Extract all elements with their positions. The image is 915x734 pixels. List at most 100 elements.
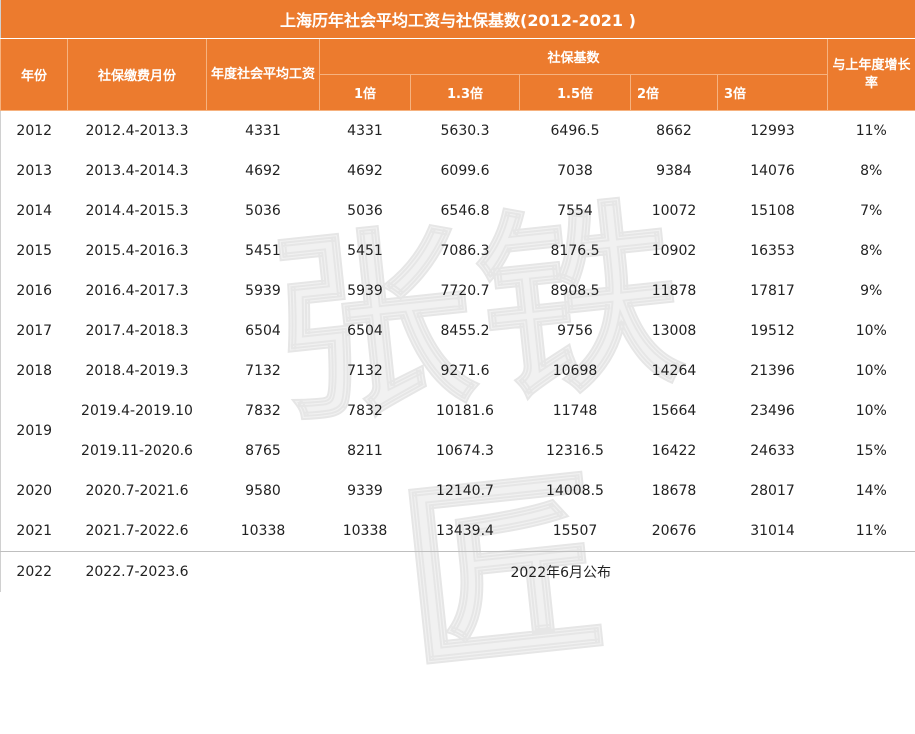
- cell-base-3x: 21396: [718, 351, 828, 391]
- cell-avg: 5939: [207, 271, 320, 311]
- cell-base-3x: 12993: [718, 111, 828, 152]
- cell-base-2x: 14264: [631, 351, 718, 391]
- cell-base-1x: 5451: [320, 231, 411, 271]
- cell-base-1-3x: 9271.6: [411, 351, 520, 391]
- cell-growth: 11%: [828, 111, 915, 152]
- cell-avg: 4331: [207, 111, 320, 152]
- cell-growth: 8%: [828, 231, 915, 271]
- cell-avg: 5451: [207, 231, 320, 271]
- cell-avg: 5036: [207, 191, 320, 231]
- cell-avg: 8765: [207, 431, 320, 471]
- cell-base-3x: 28017: [718, 471, 828, 511]
- cell-year: 2017: [1, 311, 68, 351]
- wage-table: 上海历年社会平均工资与社保基数(2012-2021 ) 年份 社保缴费月份 年度…: [0, 0, 915, 592]
- table-row: 2014 2014.4-2015.3 5036 5036 6546.8 7554…: [1, 191, 915, 231]
- cell-growth: 15%: [828, 431, 915, 471]
- cell-months: 2022.7-2023.6: [68, 552, 207, 593]
- header-row-1: 年份 社保缴费月份 年度社会平均工资 社保基数 与上年度增长率: [1, 39, 915, 75]
- cell-growth: 8%: [828, 151, 915, 191]
- cell-base-1-5x: 9756: [520, 311, 631, 351]
- cell-base-2x: 18678: [631, 471, 718, 511]
- cell-year: 2014: [1, 191, 68, 231]
- cell-base-2x: 9384: [631, 151, 718, 191]
- cell-base-1x: 8211: [320, 431, 411, 471]
- cell-base-1x: 4331: [320, 111, 411, 152]
- cell-base-1-3x: 10674.3: [411, 431, 520, 471]
- cell-year: 2018: [1, 351, 68, 391]
- cell-avg: 4692: [207, 151, 320, 191]
- cell-base-1-3x: 6546.8: [411, 191, 520, 231]
- cell-base-1-5x: 8908.5: [520, 271, 631, 311]
- cell-base-1x: 4692: [320, 151, 411, 191]
- cell-base-1-5x: 14008.5: [520, 471, 631, 511]
- cell-months: 2019.4-2019.10: [68, 391, 207, 431]
- cell-base-2x: 10902: [631, 231, 718, 271]
- cell-base-1-5x: 15507: [520, 511, 631, 552]
- cell-base-1-3x: 13439.4: [411, 511, 520, 552]
- cell-growth: 14%: [828, 471, 915, 511]
- cell-avg: 9580: [207, 471, 320, 511]
- cell-year: 2013: [1, 151, 68, 191]
- table-row: 2021 2021.7-2022.6 10338 10338 13439.4 1…: [1, 511, 915, 552]
- cell-base-3x: 31014: [718, 511, 828, 552]
- header-months: 社保缴费月份: [68, 39, 207, 111]
- cell-months: 2021.7-2022.6: [68, 511, 207, 552]
- table-row: 2013 2013.4-2014.3 4692 4692 6099.6 7038…: [1, 151, 915, 191]
- cell-months: 2020.7-2021.6: [68, 471, 207, 511]
- cell-base-1x: 5036: [320, 191, 411, 231]
- cell-base-2x: 11878: [631, 271, 718, 311]
- cell-year: 2019: [1, 391, 68, 471]
- cell-base-3x: 24633: [718, 431, 828, 471]
- cell-base-1x: 6504: [320, 311, 411, 351]
- cell-base-1x: 10338: [320, 511, 411, 552]
- cell-growth: 10%: [828, 311, 915, 351]
- cell-base-1-3x: 10181.6: [411, 391, 520, 431]
- header-year: 年份: [1, 39, 68, 111]
- table-row: 2019.11-2020.6 8765 8211 10674.3 12316.5…: [1, 431, 915, 471]
- cell-base-2x: 13008: [631, 311, 718, 351]
- table-row: 2017 2017.4-2018.3 6504 6504 8455.2 9756…: [1, 311, 915, 351]
- table-row: 2019 2019.4-2019.10 7832 7832 10181.6 11…: [1, 391, 915, 431]
- cell-base-1-3x: 8455.2: [411, 311, 520, 351]
- cell-growth: 10%: [828, 351, 915, 391]
- cell-base-1-5x: 11748: [520, 391, 631, 431]
- cell-months: 2015.4-2016.3: [68, 231, 207, 271]
- table-row: 2015 2015.4-2016.3 5451 5451 7086.3 8176…: [1, 231, 915, 271]
- cell-months: 2014.4-2015.3: [68, 191, 207, 231]
- cell-base-2x: 8662: [631, 111, 718, 152]
- cell-avg: 6504: [207, 311, 320, 351]
- cell-growth: 9%: [828, 271, 915, 311]
- cell-base-3x: 19512: [718, 311, 828, 351]
- cell-base-1x: 5939: [320, 271, 411, 311]
- table-row: 2012 2012.4-2013.3 4331 4331 5630.3 6496…: [1, 111, 915, 152]
- cell-base-3x: 23496: [718, 391, 828, 431]
- table-body: 2012 2012.4-2013.3 4331 4331 5630.3 6496…: [1, 111, 915, 593]
- cell-growth: 10%: [828, 391, 915, 431]
- cell-base-3x: 16353: [718, 231, 828, 271]
- cell-base-2x: 10072: [631, 191, 718, 231]
- header-avg-wage: 年度社会平均工资: [207, 39, 320, 111]
- header-base-1-5x: 1.5倍: [520, 75, 631, 111]
- cell-base-1-5x: 12316.5: [520, 431, 631, 471]
- table-row: 2018 2018.4-2019.3 7132 7132 9271.6 1069…: [1, 351, 915, 391]
- cell-year: 2015: [1, 231, 68, 271]
- cell-growth: 11%: [828, 511, 915, 552]
- cell-base-1-3x: 5630.3: [411, 111, 520, 152]
- cell-base-1x: 7132: [320, 351, 411, 391]
- cell-base-3x: 17817: [718, 271, 828, 311]
- cell-base-1-3x: 12140.7: [411, 471, 520, 511]
- cell-avg: 7832: [207, 391, 320, 431]
- cell-base-2x: 15664: [631, 391, 718, 431]
- cell-year: 2020: [1, 471, 68, 511]
- cell-base-2x: 20676: [631, 511, 718, 552]
- cell-growth: 7%: [828, 191, 915, 231]
- cell-base-1x: 9339: [320, 471, 411, 511]
- header-base-2x: 2倍: [631, 75, 718, 111]
- cell-base-2x: 16422: [631, 431, 718, 471]
- table-row: 2020 2020.7-2021.6 9580 9339 12140.7 140…: [1, 471, 915, 511]
- cell-months: 2016.4-2017.3: [68, 271, 207, 311]
- header-base-1-3x: 1.3倍: [411, 75, 520, 111]
- cell-year: 2016: [1, 271, 68, 311]
- cell-base-1-3x: 6099.6: [411, 151, 520, 191]
- title-row: 上海历年社会平均工资与社保基数(2012-2021 ): [1, 0, 915, 39]
